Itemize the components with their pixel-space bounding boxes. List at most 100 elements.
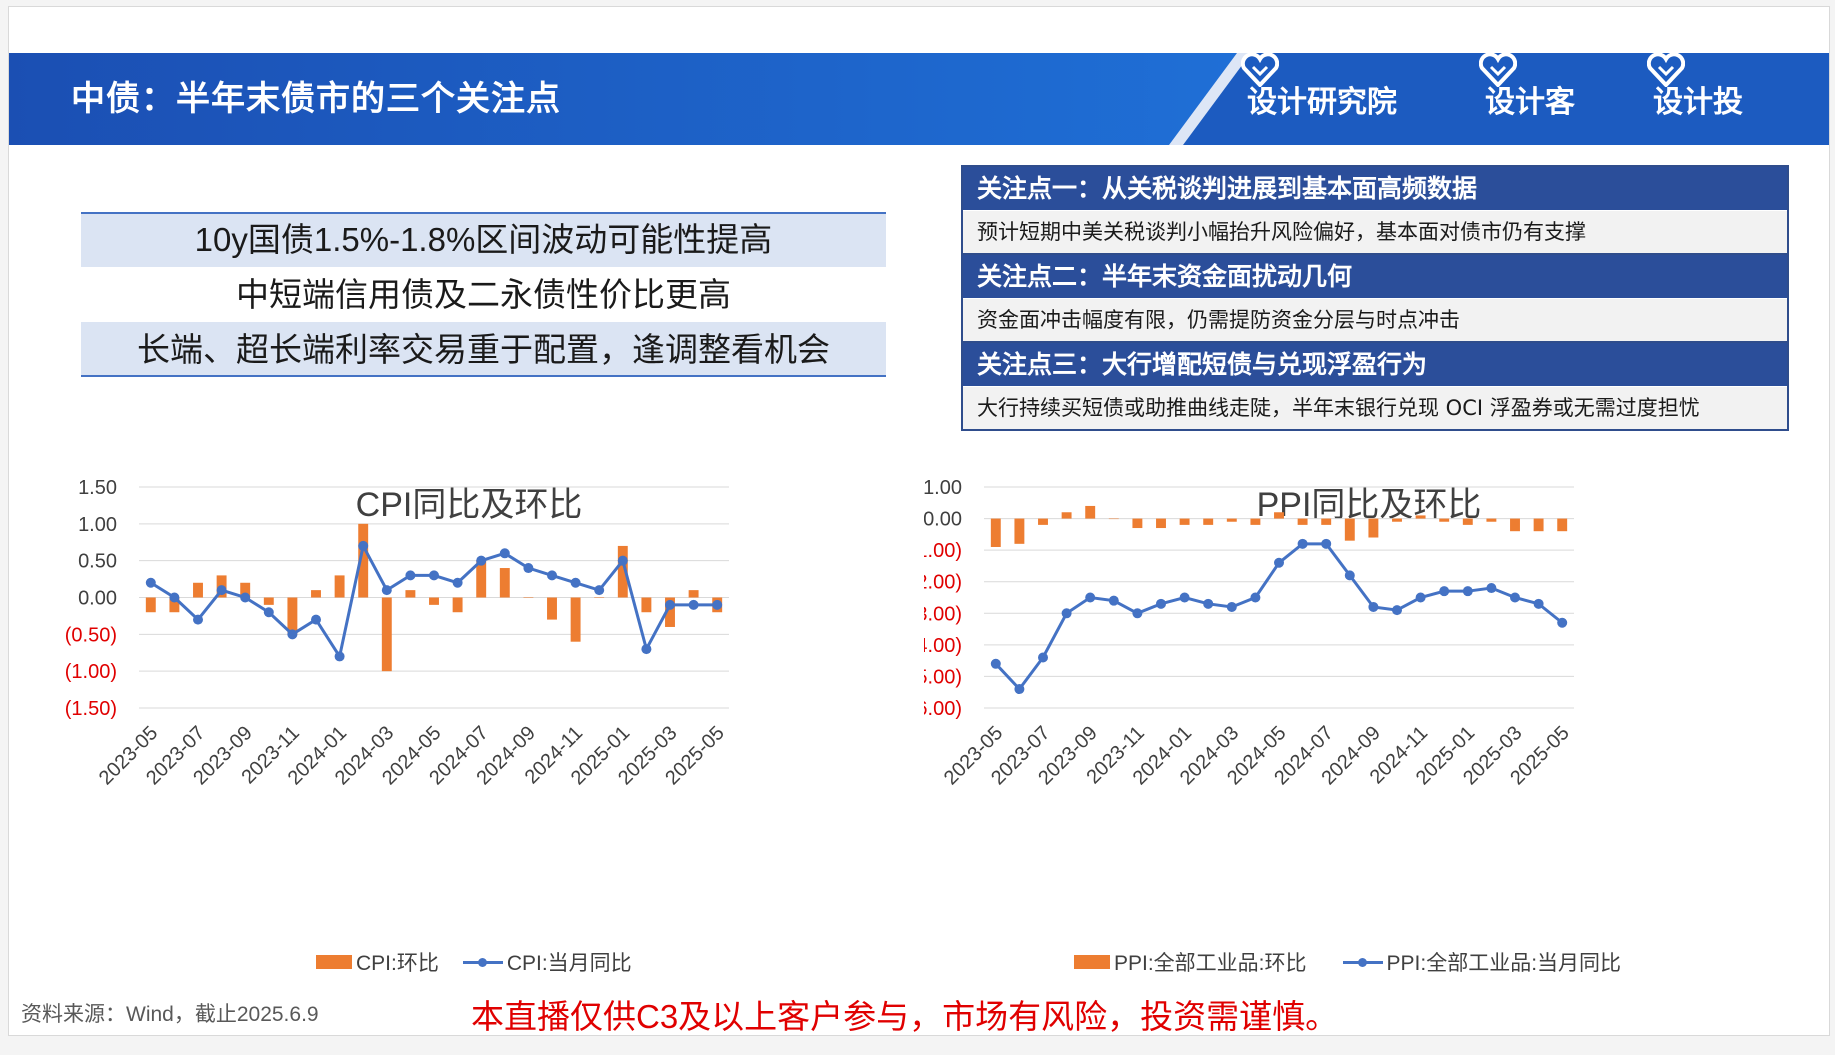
cpi-bar [429, 597, 439, 605]
summary-line: 长端、超长端利率交易重于配置，逢调整看机会 [81, 322, 886, 377]
legend-item-line: PPI:全部工业品:当月同比 [1342, 947, 1621, 977]
line-point [1486, 583, 1497, 594]
cpi-bar [547, 597, 557, 620]
cpi-bar [193, 582, 203, 598]
risk-disclaimer: 本直播仅供C3及以上客户参与，市场有风险，投资需谨慎。 [471, 998, 1339, 1035]
line-point [1061, 608, 1072, 619]
brand-research-institute: 设计研究院 [1241, 53, 1397, 145]
ppi-bar [1557, 518, 1568, 532]
focus-point-body: 资金面冲击幅度有限，仍需提防资金分层与时点冲击 [963, 299, 1787, 343]
y-tick-label: (0.50) [65, 624, 117, 646]
ppi-bar [1061, 512, 1072, 519]
y-tick-label: (2.00) [924, 572, 962, 594]
line-point [429, 570, 439, 581]
cpi-bar [405, 590, 416, 598]
cpi-bar [641, 597, 652, 613]
cpi-chart: CPI同比及环比 1.50 1.00 0.50 0.00 (0.50) (1.00) (1.… [39, 477, 899, 987]
cpi-bar [311, 590, 321, 598]
cpi-bar [240, 582, 251, 598]
chart-legend: CPI:环比 CPI:当月同比 [316, 947, 632, 977]
focus-point-title: 关注点二：半年末资金面扰动几何 [963, 255, 1787, 299]
line-point [688, 599, 699, 610]
cpi-bar [665, 597, 675, 627]
cpi-bar [523, 597, 534, 598]
y-tick-label: (6.00) [924, 698, 962, 720]
ppi-bar [1250, 518, 1261, 525]
legend-item-bar: CPI:环比 [316, 947, 439, 977]
brand-label: 设计研究院 [1247, 85, 1397, 120]
line-point [145, 577, 156, 588]
ppi-bar [1486, 518, 1497, 522]
focus-point-body: 大行持续买短债或助推曲线走陡，半年末银行兑现 OCI 浮盈券或无需过度担忧 [963, 387, 1787, 429]
source-note: 资料来源：Wind，截止2025.6.9 [21, 1003, 319, 1026]
y-tick-label: 1.00 [924, 477, 962, 499]
line-point [1344, 570, 1355, 581]
cpi-bar [617, 545, 628, 598]
chart-title: CPI同比及环比 [355, 486, 583, 524]
line-point [1533, 598, 1544, 609]
legend-line-swatch [462, 955, 503, 969]
brand-tou: 设计投 [1647, 53, 1743, 145]
line-point [1203, 598, 1214, 609]
chart-title: PPI同比及环比 [1256, 486, 1482, 524]
ppi-chart: PPI同比及环比 1.00 0.00 (1.00) (2.00) (3.00) (4.00… [924, 477, 1814, 987]
line-point [381, 585, 392, 596]
slide: 中债：半年末债市的三个关注点 设计研究院 设计客 设计投 10y国债1.5%-1… [8, 6, 1830, 1036]
ppi-bar [1014, 518, 1025, 544]
cpi-bar [570, 597, 581, 642]
summary-box: 10y国债1.5%-1.8%区间波动可能性提高 中短端信用债及二永债性价比更高 … [81, 212, 886, 377]
chart-legend: PPI:全部工业品:环比 PPI:全部工业品:当月同比 [1074, 947, 1621, 977]
legend-bar-swatch [1074, 955, 1110, 969]
ppi-bar [1533, 518, 1544, 532]
line-point [1439, 586, 1450, 597]
line-point [1156, 598, 1166, 609]
summary-bottom-rule [81, 375, 886, 377]
line-point [1557, 617, 1568, 628]
ppi-bar [1392, 518, 1402, 522]
ppi-bar [1439, 518, 1450, 522]
line-point [452, 577, 463, 588]
banner-title: 中债：半年末债市的三个关注点 [71, 79, 561, 119]
line-point [1462, 586, 1473, 597]
cpi-bar [452, 597, 463, 613]
line-point [523, 563, 534, 574]
cpi-bar [688, 590, 699, 598]
line-point [1014, 684, 1025, 695]
line-point [1132, 608, 1143, 619]
line-point [1368, 601, 1379, 612]
line-point [476, 555, 487, 566]
line-point [1108, 595, 1119, 606]
cpi-bar [169, 597, 180, 613]
line-point [990, 658, 1001, 669]
ppi-bar [1321, 518, 1332, 525]
ppi-bar [1510, 518, 1520, 532]
legend-bar-swatch [316, 955, 352, 969]
line-point [193, 614, 203, 625]
focus-point-title: 关注点一：从关税谈判进展到基本面高频数据 [963, 167, 1787, 211]
legend-line-swatch [1342, 955, 1383, 969]
focus-points-table: 关注点一：从关税谈判进展到基本面高频数据 预计短期中美关税谈判小幅抬升风险偏好，… [961, 165, 1789, 431]
legend-label: PPI:全部工业品:环比 [1114, 952, 1307, 975]
line-point [570, 577, 581, 588]
y-tick-label: 1.50 [78, 477, 117, 499]
legend-label: CPI:环比 [356, 952, 439, 975]
y-tick-label: (1.50) [65, 698, 117, 720]
focus-point-body: 预计短期中美关税谈判小幅抬升风险偏好，基本面对债市仍有支撑 [963, 211, 1787, 255]
ppi-bar [1344, 518, 1355, 541]
line-point [405, 570, 416, 581]
line-point [499, 548, 510, 559]
line-point [1415, 592, 1426, 603]
line-point [1038, 652, 1048, 663]
ppi-bar [1415, 515, 1426, 519]
y-tick-label: (5.00) [924, 666, 962, 688]
line-point [712, 599, 723, 610]
line-point [1226, 601, 1237, 612]
line-point [1392, 605, 1402, 616]
title-banner: 中债：半年末债市的三个关注点 设计研究院 设计客 设计投 [9, 53, 1829, 145]
ppi-bar [1226, 518, 1237, 522]
ppi-bar [1179, 518, 1190, 525]
ppi-bar [1203, 518, 1214, 525]
y-tick-label: (1.00) [924, 540, 962, 562]
line-point [547, 570, 557, 581]
brand-label: 设计客 [1485, 85, 1575, 120]
